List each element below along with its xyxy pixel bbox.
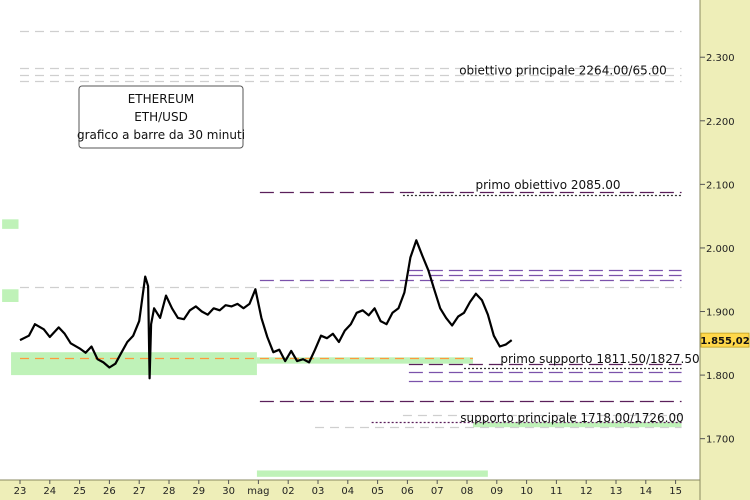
y-tick-label-2: 1.800 — [706, 371, 735, 382]
level-annotations: obiettivo principale 2264.00/65.00 primo … — [459, 63, 699, 425]
price-axis-panel — [700, 0, 750, 500]
last-price-label: 1.855,02 — [700, 336, 749, 347]
x-tick-label-14: 06 — [401, 486, 414, 497]
chart-title-line-3: grafico a barre da 30 minuti — [77, 128, 245, 142]
annotation-2: primo obiettivo 2085.00 — [475, 178, 620, 192]
x-tick-label-1: 23 — [14, 486, 27, 497]
plot-background — [0, 0, 700, 480]
annotation-3: primo supporto 1811.50/1827.50 — [500, 352, 699, 366]
chart-title-box: ETHEREUM ETH/USD grafico a barre da 30 m… — [77, 85, 245, 149]
x-tick-label-6: 28 — [163, 486, 176, 497]
last-price-tag: 1.855,02 — [700, 332, 750, 348]
x-tick-label-16: 08 — [461, 486, 474, 497]
support-zone-2 — [2, 289, 19, 302]
x-tick-label-12: 04 — [341, 486, 354, 497]
x-tick-label-5: 27 — [133, 486, 146, 497]
x-tick-label-23: 15 — [669, 486, 682, 497]
support-zone-1 — [2, 219, 19, 229]
time-axis: 23 24 25 26 27 28 29 30 mag 02 03 04 05 06 07 08 09 10 11 1… — [14, 480, 682, 497]
last-price-box — [700, 332, 750, 348]
y-tick-label-1: 1.700 — [706, 435, 735, 446]
x-tick-label-21: 13 — [610, 486, 623, 497]
y-tick-label-5: 2.100 — [706, 180, 735, 191]
x-tick-label-19: 11 — [550, 486, 563, 497]
price-levels — [20, 30, 682, 429]
y-tick-label-3: 1.900 — [706, 308, 735, 319]
x-tick-label-17: 09 — [490, 486, 503, 497]
price-axis: 1.700 1.800 1.900 2.000 2.100 2.200 2.300 — [700, 53, 735, 446]
title-box-frame — [78, 85, 244, 149]
x-tick-label-11: 03 — [312, 486, 325, 497]
price-line-1 — [19, 239, 513, 380]
x-tick-label-20: 12 — [580, 486, 593, 497]
x-tick-label-9: mag — [247, 486, 269, 497]
chart-title-line-2: ETH/USD — [134, 110, 188, 124]
x-tick-label-2: 24 — [43, 486, 56, 497]
time-axis-panel — [0, 480, 700, 500]
price-series — [19, 239, 513, 380]
x-tick-label-3: 25 — [73, 486, 86, 497]
y-tick-label-7: 2.300 — [706, 53, 735, 64]
x-tick-label-4: 26 — [103, 486, 116, 497]
x-tick-label-13: 05 — [371, 486, 384, 497]
support-zone-6 — [256, 470, 488, 477]
x-tick-label-22: 14 — [639, 486, 652, 497]
annotation-4: supporto principale 1718.00/1726.00 — [460, 411, 683, 425]
support-zone-5 — [472, 422, 682, 428]
annotation-1: obiettivo principale 2264.00/65.00 — [459, 63, 667, 77]
x-tick-label-18: 10 — [520, 486, 533, 497]
support-zone-3 — [11, 352, 257, 376]
x-tick-label-8: 30 — [222, 486, 235, 497]
y-tick-label-6: 2.200 — [706, 117, 735, 128]
chart-title-line-1: ETHEREUM — [128, 92, 195, 106]
x-tick-label-15: 07 — [431, 486, 444, 497]
y-tick-label-4: 2.000 — [706, 244, 735, 255]
x-tick-label-7: 29 — [192, 486, 205, 497]
support-zone-4 — [256, 357, 473, 364]
x-tick-label-10: 02 — [282, 486, 295, 497]
